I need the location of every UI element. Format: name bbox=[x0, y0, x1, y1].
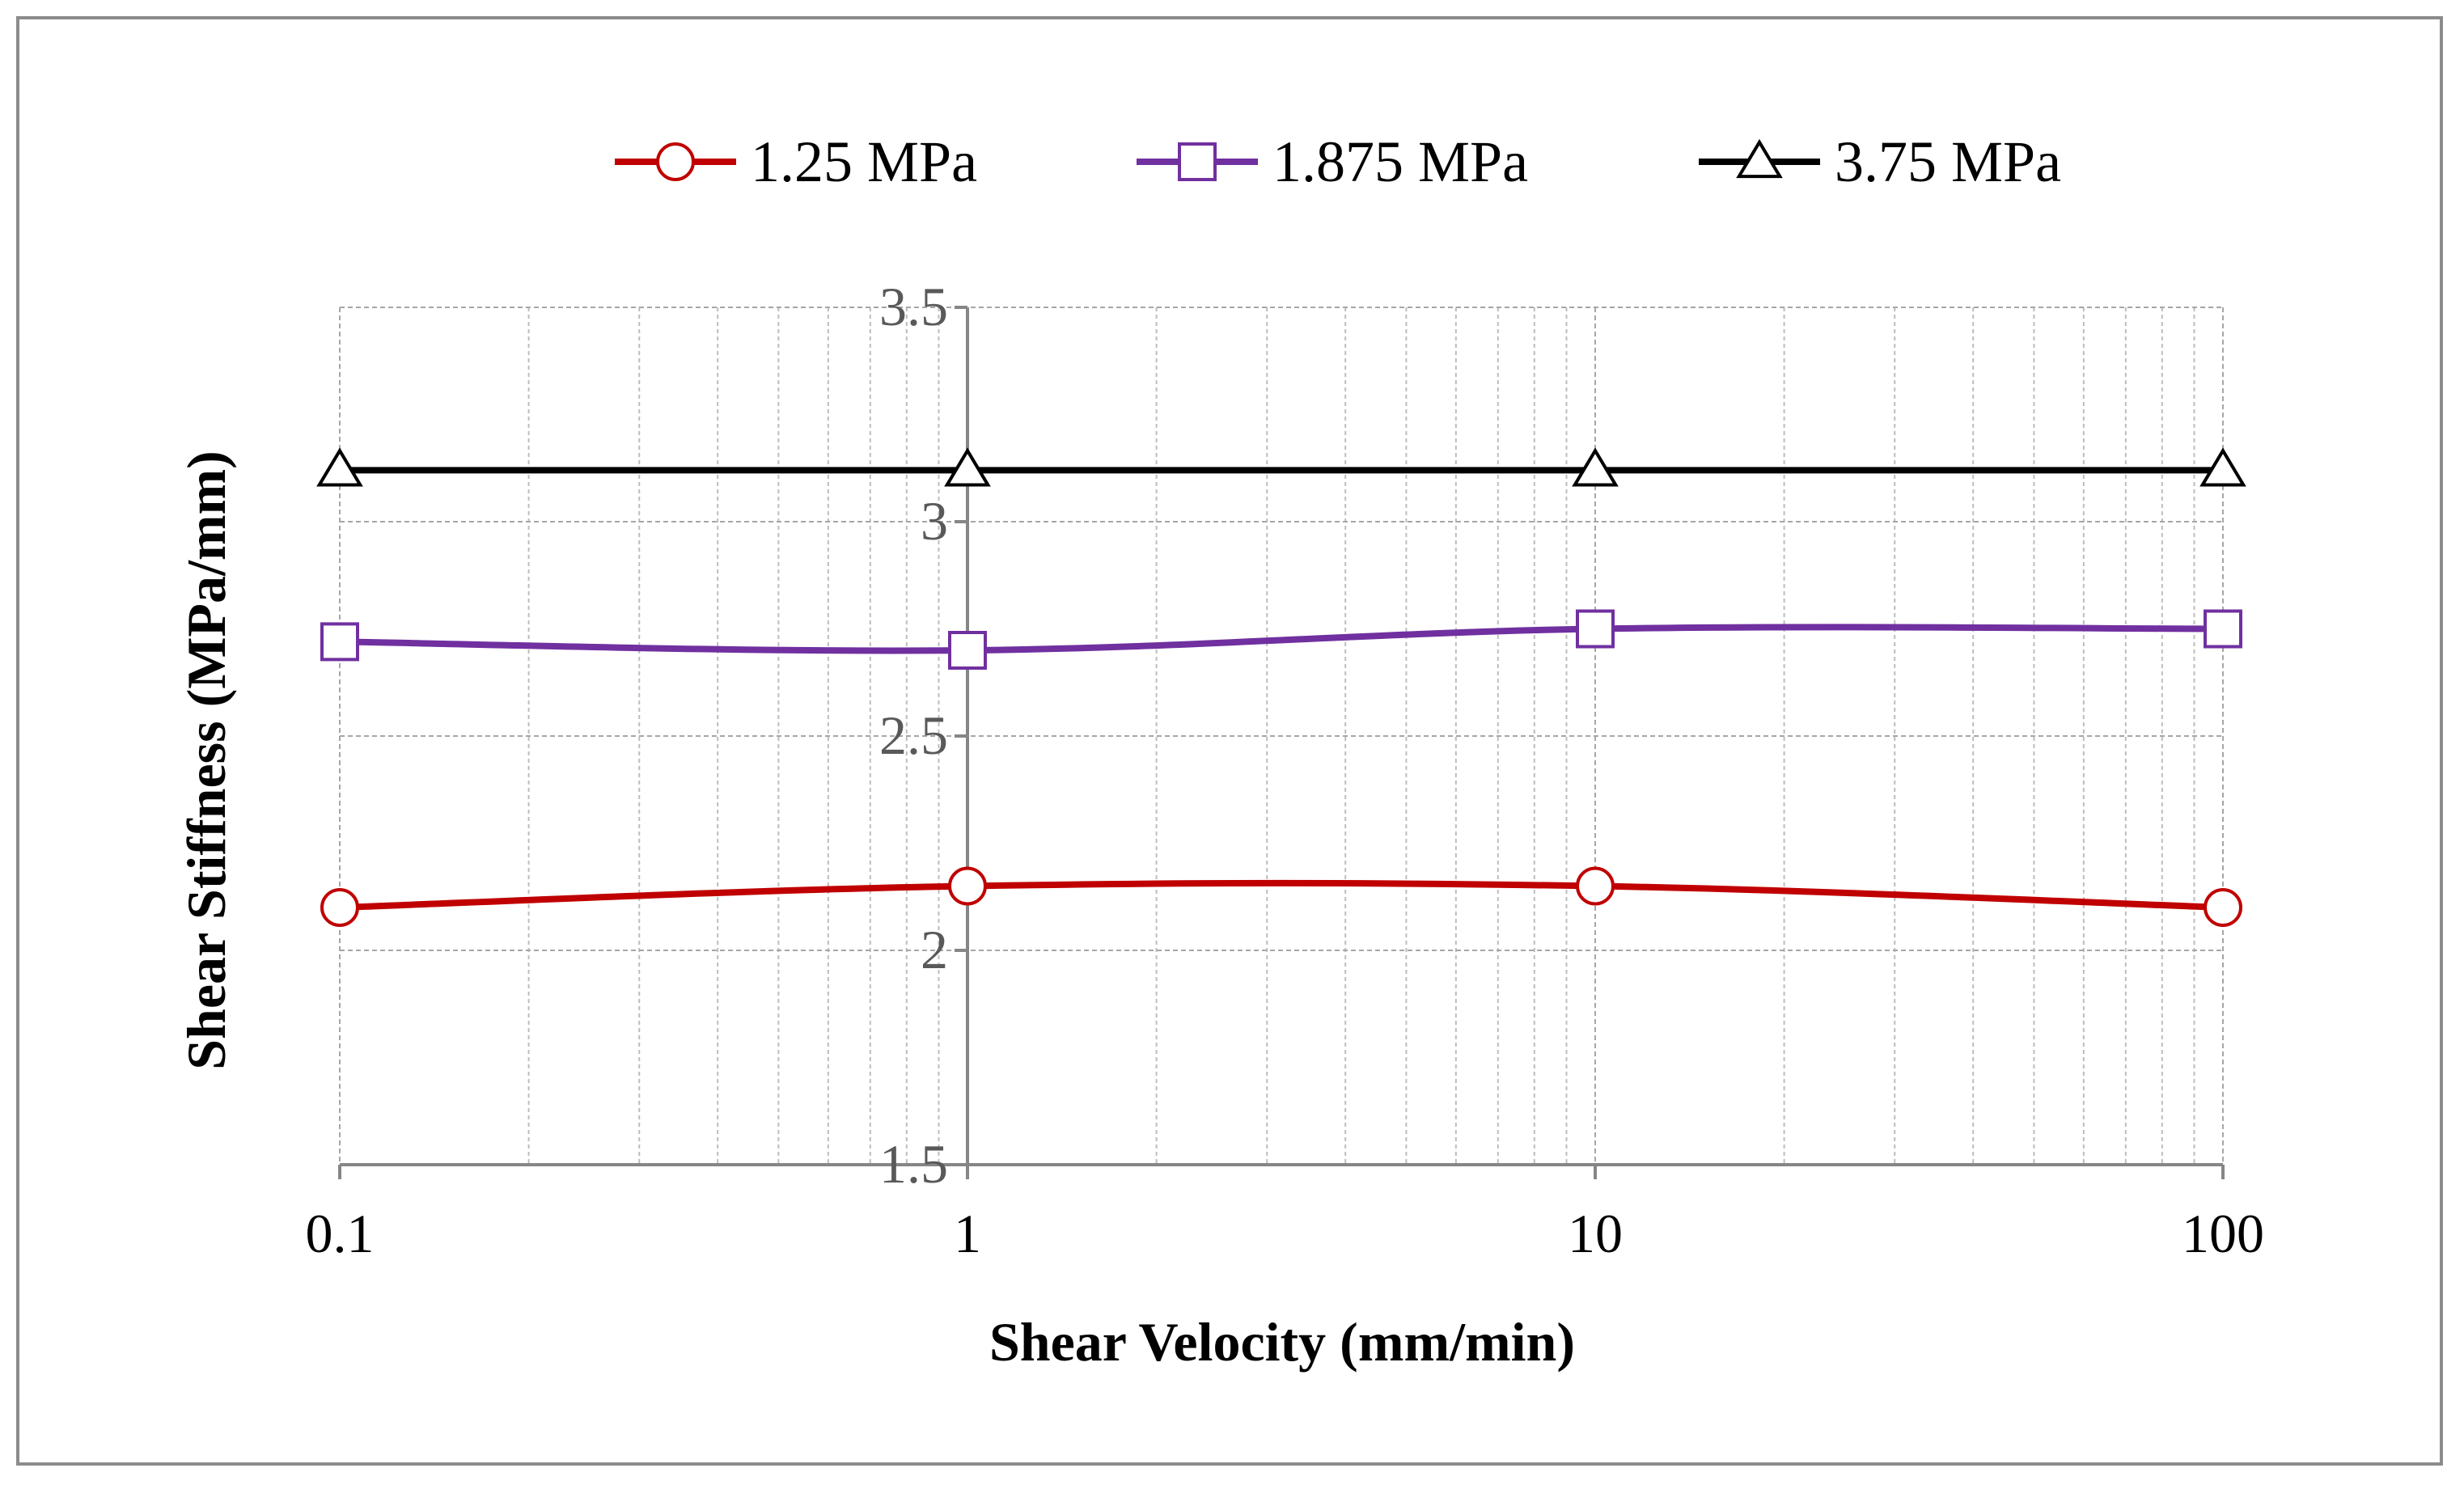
legend-label: 3.75 MPa bbox=[1835, 129, 2061, 194]
data-point-square bbox=[1178, 142, 1217, 181]
data-point-square bbox=[1576, 609, 1615, 649]
data-point-triangle bbox=[316, 447, 363, 487]
legend-item-1: 1.875 MPa bbox=[1137, 129, 1528, 194]
y-tick-label: 2.5 bbox=[879, 704, 948, 766]
chart-frame bbox=[16, 16, 2443, 1466]
axis-layer bbox=[338, 306, 2225, 1179]
data-point-circle bbox=[2204, 888, 2242, 927]
series-2 bbox=[316, 447, 2246, 487]
data-point-circle bbox=[656, 142, 695, 181]
x-tick-label: 100 bbox=[2182, 1203, 2264, 1264]
y-tick-label: 2 bbox=[921, 919, 948, 980]
x-tick-label: 1 bbox=[954, 1203, 981, 1264]
legend-item-0: 1.25 MPa bbox=[615, 129, 977, 194]
x-tick-label: 10 bbox=[1568, 1203, 1623, 1264]
data-point-triangle bbox=[944, 447, 991, 487]
series-layer bbox=[316, 447, 2246, 927]
y-tick-label: 3.5 bbox=[879, 276, 948, 337]
data-point-circle bbox=[320, 888, 359, 927]
data-point-square bbox=[2204, 609, 2242, 649]
data-point-square bbox=[320, 622, 359, 662]
grid-layer bbox=[339, 307, 2224, 1166]
tick-label-layer: 0.1 1 10 100 1.5 2 2.5 3 3.5 bbox=[306, 276, 2265, 1264]
data-point-square bbox=[948, 631, 987, 670]
series-1 bbox=[320, 609, 2242, 670]
y-tick-label: 3 bbox=[921, 490, 948, 552]
data-point-triangle bbox=[1572, 447, 1619, 487]
series-0 bbox=[320, 866, 2242, 927]
legend: 1.25 MPa 1.875 MPa 3.75 MPa bbox=[615, 129, 2061, 194]
y-tick-label: 1.5 bbox=[879, 1133, 948, 1195]
y-axis-title: Shear Stiffness (MPa/mm) bbox=[176, 451, 237, 1070]
legend-label: 1.25 MPa bbox=[751, 129, 977, 194]
legend-label: 1.875 MPa bbox=[1272, 129, 1528, 194]
x-axis-title: Shear Velocity (mm/min) bbox=[989, 1311, 1575, 1373]
data-point-triangle bbox=[2199, 447, 2246, 487]
data-point-circle bbox=[1576, 866, 1615, 906]
series-line bbox=[339, 624, 2224, 654]
data-point-triangle bbox=[1736, 138, 1783, 179]
x-tick-label: 0.1 bbox=[306, 1203, 375, 1264]
data-point-circle bbox=[948, 866, 987, 906]
legend-item-2: 3.75 MPa bbox=[1699, 129, 2061, 194]
series-line bbox=[339, 879, 2224, 911]
